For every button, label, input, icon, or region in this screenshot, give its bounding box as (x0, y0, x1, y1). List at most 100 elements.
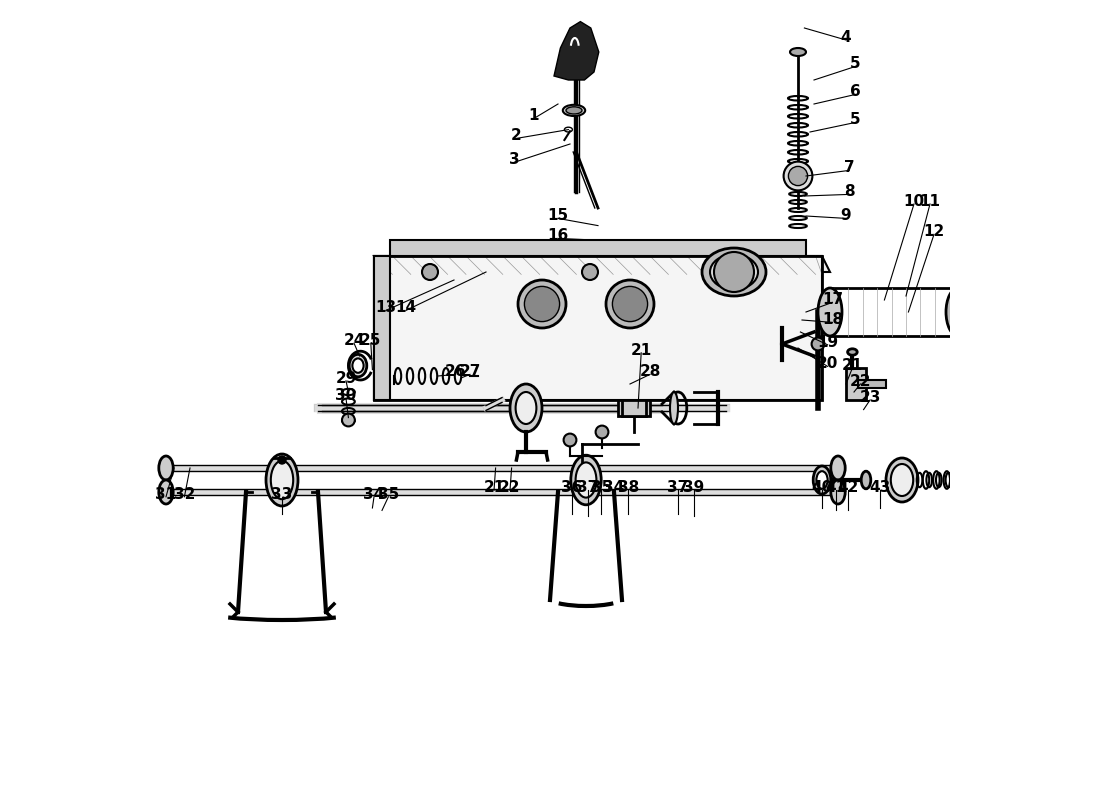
Text: 7: 7 (844, 161, 855, 175)
Ellipse shape (830, 456, 845, 480)
Text: 39: 39 (683, 481, 705, 495)
Ellipse shape (702, 248, 766, 296)
Polygon shape (374, 256, 830, 272)
Ellipse shape (952, 300, 964, 324)
Circle shape (992, 302, 1012, 322)
Text: 25: 25 (360, 334, 382, 348)
Ellipse shape (970, 290, 994, 334)
Text: 33: 33 (272, 487, 293, 502)
Circle shape (563, 434, 576, 446)
Text: 43: 43 (869, 481, 890, 495)
Text: 32: 32 (174, 487, 195, 502)
Text: 21: 21 (483, 481, 505, 495)
Text: 4: 4 (840, 30, 851, 45)
Ellipse shape (158, 480, 173, 504)
Text: 34: 34 (363, 487, 385, 502)
Ellipse shape (971, 466, 989, 494)
Ellipse shape (891, 464, 913, 496)
Text: 29: 29 (336, 371, 356, 386)
Text: 35: 35 (591, 481, 612, 495)
Text: 22: 22 (499, 481, 520, 495)
Text: 26: 26 (444, 365, 466, 379)
Ellipse shape (563, 105, 585, 116)
Ellipse shape (975, 298, 989, 326)
Polygon shape (554, 22, 598, 80)
Circle shape (518, 280, 567, 328)
Circle shape (525, 286, 560, 322)
Ellipse shape (352, 358, 364, 373)
Text: 10: 10 (903, 194, 925, 209)
Text: 41: 41 (825, 481, 846, 495)
Text: 11: 11 (920, 194, 940, 209)
Text: 28: 28 (639, 365, 661, 379)
Text: 35: 35 (377, 487, 399, 502)
Text: 40: 40 (812, 481, 833, 495)
Polygon shape (390, 240, 806, 256)
Ellipse shape (830, 480, 845, 504)
Ellipse shape (861, 471, 871, 489)
Text: 16: 16 (548, 229, 569, 243)
Circle shape (595, 426, 608, 438)
Polygon shape (858, 380, 886, 388)
Ellipse shape (516, 392, 537, 424)
Text: 5: 5 (850, 57, 861, 71)
Circle shape (613, 286, 648, 322)
Ellipse shape (571, 455, 602, 505)
Ellipse shape (816, 471, 827, 489)
Circle shape (342, 414, 355, 426)
Circle shape (422, 264, 438, 280)
Text: 5: 5 (850, 113, 861, 127)
Text: 2: 2 (512, 129, 521, 143)
Text: 9: 9 (840, 209, 851, 223)
Bar (374, 256, 822, 400)
Ellipse shape (349, 354, 366, 377)
Text: 30: 30 (336, 389, 356, 403)
Text: 8: 8 (844, 185, 855, 199)
Ellipse shape (976, 471, 986, 489)
Text: 21: 21 (842, 358, 864, 373)
Circle shape (714, 252, 754, 292)
Circle shape (606, 280, 654, 328)
Ellipse shape (266, 454, 298, 506)
Bar (618, 400, 650, 416)
Text: 27: 27 (460, 365, 481, 379)
Text: 15: 15 (548, 209, 569, 223)
Text: 37: 37 (578, 481, 598, 495)
Circle shape (812, 338, 824, 350)
Ellipse shape (710, 254, 758, 290)
Ellipse shape (818, 288, 842, 336)
Polygon shape (374, 256, 822, 400)
Text: 1: 1 (529, 109, 539, 123)
Bar (846, 368, 866, 400)
Text: 31: 31 (155, 487, 177, 502)
Text: 17: 17 (822, 293, 843, 307)
Ellipse shape (575, 462, 596, 498)
Circle shape (718, 264, 734, 280)
Text: 6: 6 (850, 85, 861, 99)
Text: 23: 23 (859, 390, 881, 405)
Polygon shape (374, 256, 382, 400)
Text: 13: 13 (375, 301, 397, 315)
Text: 24: 24 (343, 334, 365, 348)
Text: 18: 18 (822, 313, 843, 327)
Ellipse shape (670, 392, 678, 424)
Bar (621, 400, 646, 416)
Circle shape (789, 166, 807, 186)
Ellipse shape (158, 456, 173, 480)
Circle shape (984, 470, 1003, 490)
Text: 22: 22 (849, 374, 871, 389)
Ellipse shape (566, 106, 582, 114)
Ellipse shape (510, 384, 542, 432)
Polygon shape (374, 256, 390, 400)
Text: 38: 38 (618, 481, 639, 495)
Circle shape (783, 162, 813, 190)
Text: 36: 36 (561, 481, 582, 495)
Text: 19: 19 (817, 335, 838, 350)
Ellipse shape (946, 288, 970, 336)
Text: 37: 37 (668, 481, 689, 495)
Ellipse shape (886, 458, 918, 502)
Circle shape (278, 456, 286, 464)
Ellipse shape (848, 349, 857, 355)
Ellipse shape (271, 461, 294, 499)
Text: 34: 34 (604, 481, 625, 495)
